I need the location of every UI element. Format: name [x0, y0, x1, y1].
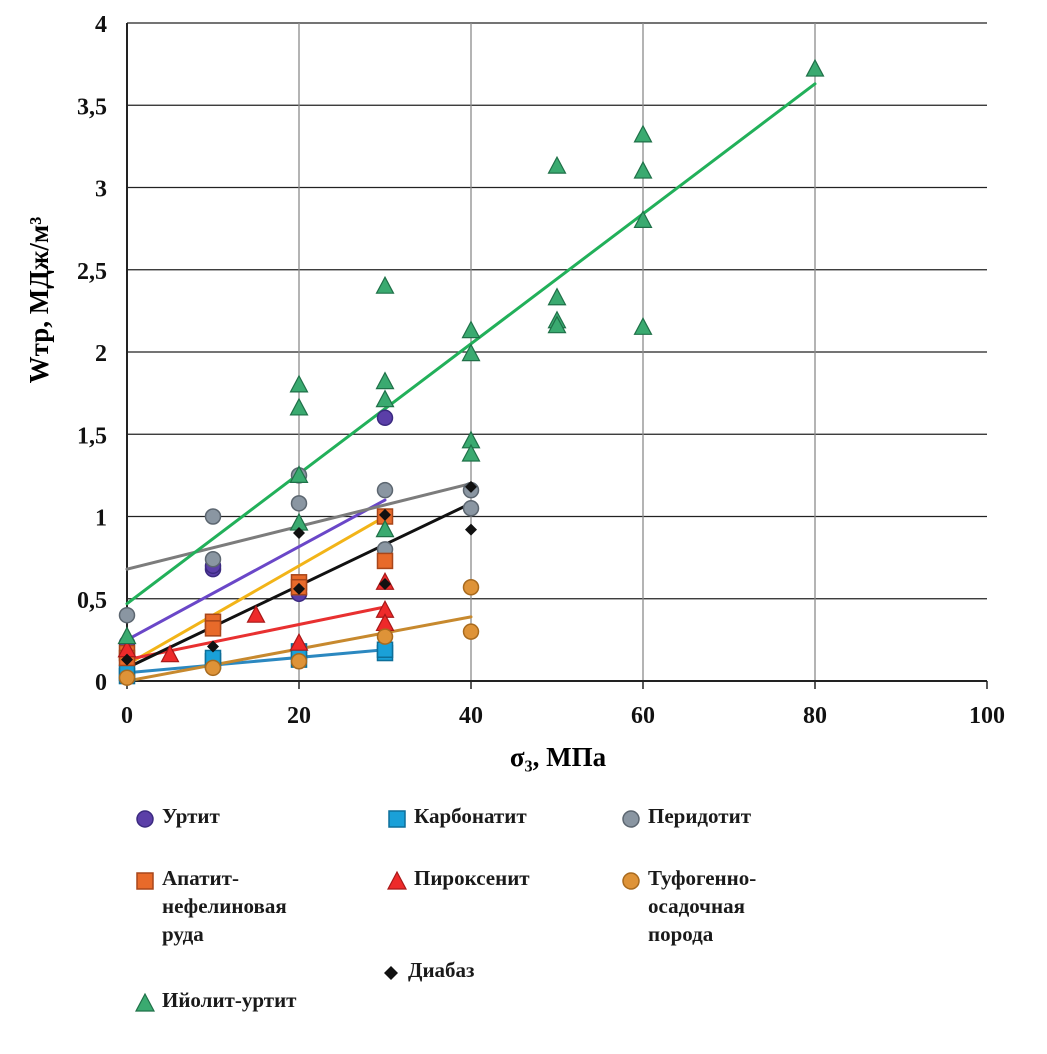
legend-label-urtit: Уртит: [162, 804, 220, 828]
y-tick-label: 2: [95, 341, 107, 367]
data-point: [465, 523, 477, 536]
data-points: [117, 58, 825, 686]
y-tick-label: 0: [95, 670, 107, 696]
data-point: [379, 577, 391, 590]
legend-marker-karbonatit: [388, 810, 406, 828]
x-tick-label: 100: [969, 703, 1005, 729]
x-tick-label: 80: [803, 703, 827, 729]
legend-item-iyolit: Ийолит-уртит: [134, 986, 296, 1014]
x-tick-label: 60: [631, 703, 655, 729]
data-point: [547, 155, 567, 174]
data-point: [293, 526, 305, 539]
data-point: [375, 371, 395, 390]
trend-line: [125, 515, 387, 667]
x-tick-label: 20: [287, 703, 311, 729]
legend-label-apatit: Апатит- нефелиновая руда: [162, 866, 287, 946]
legend-item-apatit: Апатит- нефелиновая руда: [134, 864, 287, 948]
data-point: [289, 465, 309, 483]
y-tick-label: 1: [95, 506, 107, 532]
data-point: [289, 632, 309, 651]
data-point: [117, 626, 137, 645]
y-tick-label: 0,5: [77, 588, 107, 614]
data-point: [121, 653, 133, 666]
data-point: [633, 160, 653, 179]
data-point: [379, 508, 391, 521]
data-point: [375, 389, 395, 408]
legend-label-diabaz: Диабаз: [408, 958, 475, 982]
y-axis-title: Wтр, МДж/м³: [24, 217, 54, 384]
data-point: [290, 653, 308, 670]
data-point: [375, 519, 395, 538]
data-point: [376, 552, 394, 570]
data-point: [118, 669, 136, 686]
legend-marker-apatit: [136, 872, 154, 890]
data-point: [376, 628, 394, 645]
data-point: [805, 58, 825, 77]
data-point: [160, 644, 180, 663]
data-point: [547, 315, 567, 334]
y-tick-label: 2,5: [77, 259, 107, 285]
legend-label-peridotit: Перидотит: [648, 804, 752, 828]
data-point: [462, 500, 480, 517]
trend-line: [125, 498, 387, 642]
legend-item-diabaz: Диабаз: [380, 956, 475, 984]
legend-item-piroksenit: Пироксенит: [386, 864, 530, 892]
data-point: [633, 317, 653, 335]
y-tick-label: 3: [95, 177, 107, 203]
data-point: [289, 397, 309, 416]
trend-line: [125, 648, 387, 675]
legend-marker-tufogen: [622, 872, 640, 890]
data-point: [375, 275, 395, 294]
legend-item-karbonatit: Карбонатит: [386, 802, 527, 830]
data-point: [293, 582, 305, 595]
y-tick-label: 3,5: [77, 94, 107, 120]
data-point: [633, 124, 653, 143]
data-point: [461, 443, 481, 462]
legend-item-urtit: Уртит: [134, 802, 220, 830]
chart: 00,511,522,533,540 20 40 60 80 100 σ₃, МПа Wт…: [24, 12, 1005, 772]
legend-marker-peridotit: [622, 810, 640, 828]
data-point: [204, 620, 222, 637]
data-point: [207, 640, 219, 653]
x-tick-label: 0: [121, 703, 133, 729]
data-point: [204, 659, 222, 677]
data-point: [204, 551, 222, 568]
legend-marker-iyolit: [135, 992, 155, 1012]
x-axis-title: σ₃, МПа: [510, 742, 607, 772]
legend-marker-diabaz: [384, 966, 398, 980]
data-point: [204, 508, 222, 525]
data-point: [376, 481, 394, 499]
data-point: [290, 495, 308, 512]
legend-item-peridotit: Перидотит: [620, 802, 751, 830]
data-point: [289, 374, 309, 393]
y-tick-label: 1,5: [77, 423, 107, 449]
data-point: [462, 623, 480, 640]
data-point: [465, 480, 477, 493]
legend-item-tufogen: Туфогенно- осадочная порода: [620, 864, 756, 948]
legend-label-piroksenit: Пироксенит: [414, 866, 530, 890]
axes: 00,511,522,533,540 20 40 60 80 100: [77, 12, 1005, 729]
data-point: [461, 320, 481, 339]
y-tick-label: 4: [95, 12, 107, 38]
data-point: [461, 343, 481, 362]
grid: [127, 22, 987, 681]
data-point: [633, 210, 653, 228]
legend-label-iyolit: Ийолит-уртит: [162, 988, 297, 1012]
data-point: [376, 409, 394, 427]
legend-marker-piroksenit: [387, 870, 407, 890]
data-point: [462, 578, 480, 596]
x-tick-label: 40: [459, 703, 483, 729]
legend-label-tufogen: Туфогенно- осадочная порода: [648, 866, 757, 946]
data-point: [246, 604, 266, 623]
legend-marker-urtit: [136, 810, 154, 828]
legend-label-karbonatit: Карбонатит: [414, 804, 527, 828]
data-point: [547, 287, 567, 306]
data-point: [118, 606, 136, 624]
